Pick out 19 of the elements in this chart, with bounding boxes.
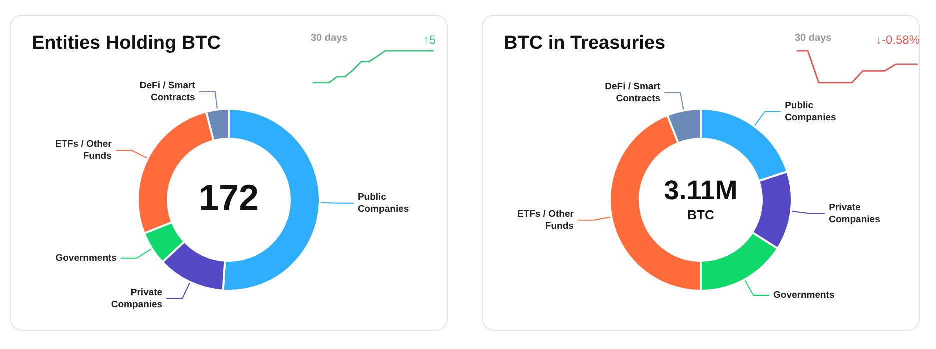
text: ↑5	[423, 33, 436, 47]
slice-label: Private Companies	[829, 202, 880, 226]
text: 30 days	[311, 33, 348, 46]
text: BTC	[688, 208, 715, 223]
text: ↓-0.58%	[876, 33, 920, 47]
chart-title: Entities Holding BTC	[32, 33, 221, 55]
slice-label: Governments	[774, 290, 835, 302]
slice-label: ETFs / Other Funds	[517, 209, 574, 232]
text: 3.11M	[664, 175, 738, 206]
slice-label: Governments	[56, 253, 117, 264]
text: 30 days	[795, 33, 832, 46]
slice-label: DeFi / Smart Contracts	[605, 82, 662, 105]
chart-title: BTC in Treasuries	[504, 33, 666, 55]
slice-label: Public Companies	[785, 100, 836, 124]
slice-label: Public Companies	[358, 192, 410, 216]
text: 172	[198, 176, 260, 218]
slice-label: Private Companies	[111, 287, 163, 310]
slice-label: DeFi / Smart Contracts	[140, 80, 196, 104]
slice-label: ETFs / Other Funds	[55, 139, 112, 162]
